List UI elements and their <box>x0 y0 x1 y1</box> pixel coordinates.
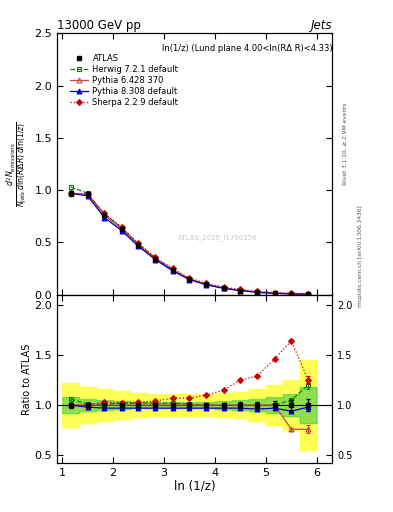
Y-axis label: Ratio to ATLAS: Ratio to ATLAS <box>22 344 31 415</box>
Text: ATLAS_2020_I1790256: ATLAS_2020_I1790256 <box>178 234 258 241</box>
Y-axis label: $\frac{d^2 N_{emissions}}{N_{jets}\,d\ln(R/\!\Delta R)\,d\ln(1/z)}$: $\frac{d^2 N_{emissions}}{N_{jets}\,d\ln… <box>5 121 29 207</box>
Legend: ATLAS, Herwig 7.2.1 default, Pythia 6.428 370, Pythia 8.308 default, Sherpa 2.2.: ATLAS, Herwig 7.2.1 default, Pythia 6.42… <box>67 51 182 111</box>
X-axis label: ln (1/z): ln (1/z) <box>174 480 215 493</box>
Text: ln(1/z) (Lund plane 4.00<ln(RΔ R)<4.33): ln(1/z) (Lund plane 4.00<ln(RΔ R)<4.33) <box>162 44 332 53</box>
Text: Jets: Jets <box>310 19 332 32</box>
Text: Rivet 3.1.10, ≥ 2.9M events: Rivet 3.1.10, ≥ 2.9M events <box>343 102 348 185</box>
Text: 13000 GeV pp: 13000 GeV pp <box>57 19 141 32</box>
Text: mcplots.cern.ch [arXiv:1306.3436]: mcplots.cern.ch [arXiv:1306.3436] <box>358 205 363 307</box>
